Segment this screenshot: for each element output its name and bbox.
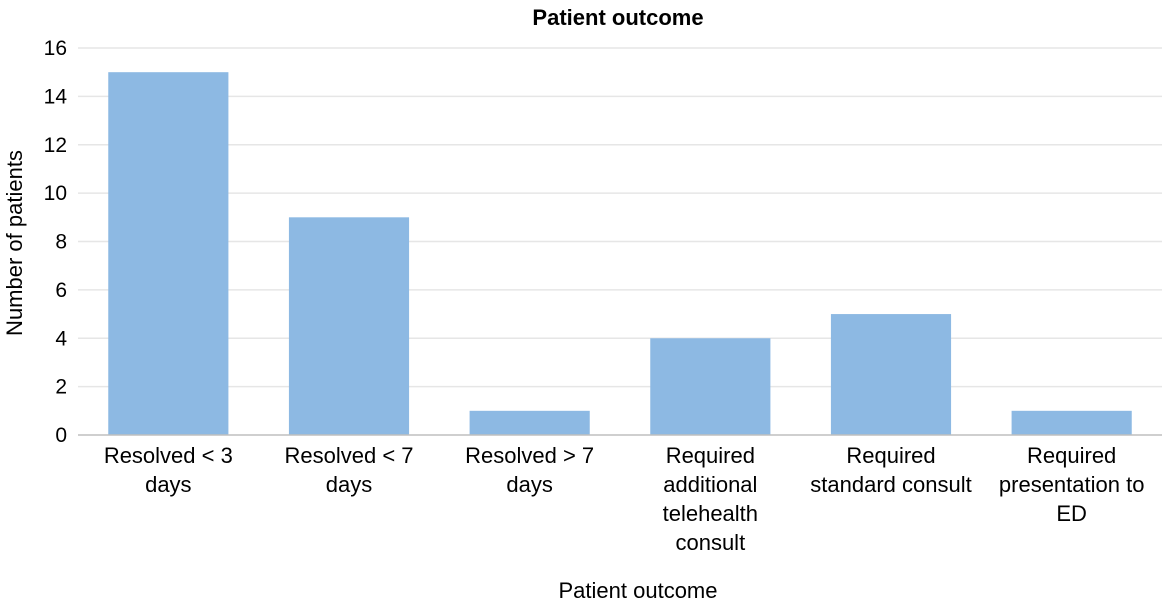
x-tick-label-line: Required bbox=[846, 443, 935, 468]
x-tick-label: Resolved > 7 days bbox=[465, 443, 594, 497]
x-tick-label-line: Resolved < 7 bbox=[284, 443, 413, 468]
bar bbox=[288, 217, 410, 435]
y-tick-label: 14 bbox=[44, 85, 68, 108]
x-tick-label: Resolved < 3 days bbox=[104, 443, 233, 497]
x-tick-label-line: days bbox=[326, 472, 372, 497]
y-axis-label: Number of patients bbox=[2, 150, 27, 336]
bar bbox=[830, 314, 952, 435]
x-tick-label-line: telehealth bbox=[663, 501, 758, 526]
x-tick-label-line: additional bbox=[663, 472, 757, 497]
x-tick-label: Required additional telehealth consult bbox=[663, 443, 758, 555]
gridlines bbox=[78, 47, 1162, 388]
x-tick-label: Resolved < 7 days bbox=[284, 443, 413, 497]
y-tick-label: 0 bbox=[55, 424, 67, 447]
x-tick-label: Required presentation to ED bbox=[999, 443, 1145, 526]
y-tick-label: 12 bbox=[44, 134, 67, 157]
y-tick-label: 4 bbox=[55, 327, 67, 350]
x-tick-label: Required standard consult bbox=[810, 443, 971, 497]
bar bbox=[108, 72, 229, 435]
x-tick-label-line: ED bbox=[1056, 501, 1087, 526]
y-tick-label: 6 bbox=[55, 279, 67, 302]
x-tick-label-line: standard consult bbox=[810, 472, 971, 497]
x-tick-label-line: days bbox=[506, 472, 552, 497]
bar bbox=[1011, 410, 1132, 435]
bars bbox=[108, 72, 1132, 435]
chart-title: Patient outcome bbox=[532, 5, 703, 30]
bar bbox=[469, 410, 590, 435]
bar bbox=[650, 338, 771, 435]
y-tick-label: 8 bbox=[55, 231, 67, 254]
x-tick-label-line: Resolved < 3 bbox=[104, 443, 233, 468]
x-tick-label-line: days bbox=[145, 472, 191, 497]
x-axis-label: Patient outcome bbox=[559, 578, 718, 603]
x-tick-label-line: Resolved > 7 bbox=[465, 443, 594, 468]
y-tick-label: 10 bbox=[44, 182, 67, 205]
y-tick-label: 16 bbox=[44, 37, 67, 60]
y-axis-ticks: 0 2 4 6 8 10 12 14 16 bbox=[44, 37, 68, 447]
x-tick-label-line: Required bbox=[1027, 443, 1116, 468]
x-tick-label-line: Required bbox=[666, 443, 755, 468]
x-tick-label-line: consult bbox=[675, 530, 745, 555]
x-tick-label-line: presentation to bbox=[999, 472, 1145, 497]
y-tick-label: 2 bbox=[55, 376, 67, 399]
